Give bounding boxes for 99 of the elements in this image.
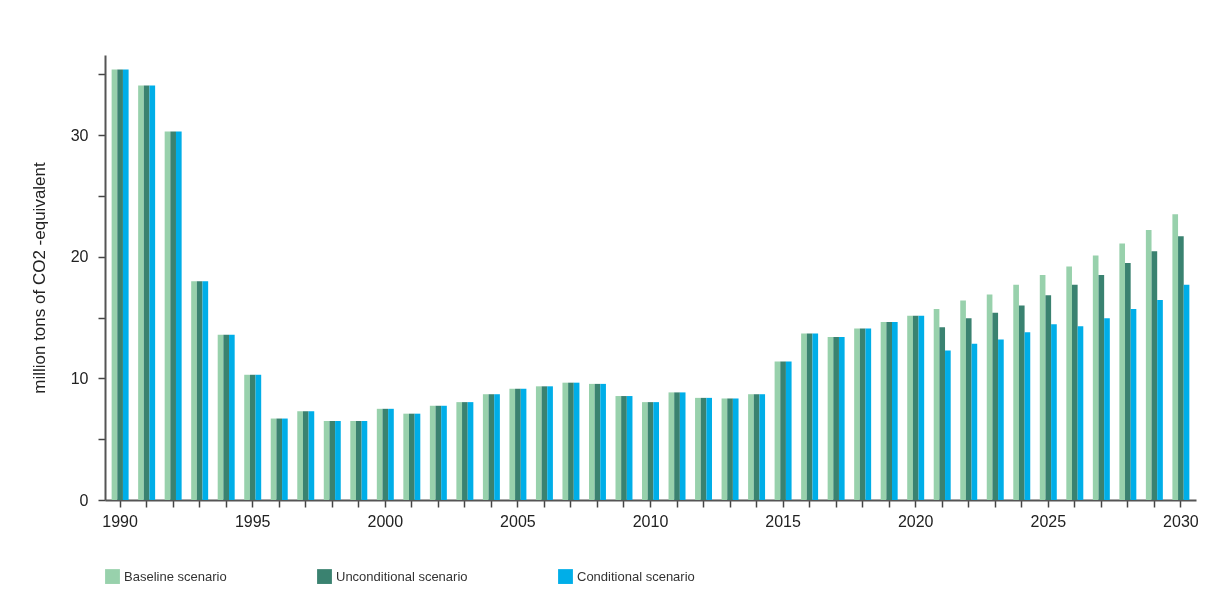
bar [117,69,123,500]
bar [695,397,701,500]
x-tick-label: 1990 [102,512,139,530]
bar [509,388,516,500]
bar [191,281,197,500]
bar [706,397,713,500]
y-tick-label: 30 [70,126,89,144]
x-tick-label: 2020 [897,512,934,530]
bar [1125,262,1131,500]
bar [674,392,680,500]
bar [992,312,999,500]
bar [403,413,409,500]
bar [865,328,872,500]
bar [833,337,839,500]
y-tick-label: 0 [79,491,89,509]
bar [568,382,574,500]
bar [276,418,283,500]
bar [1051,324,1057,500]
bar [600,383,606,500]
bar [223,334,230,500]
bar [482,394,489,500]
bar [441,405,447,500]
x-tick-label: 2005 [500,512,536,530]
bar [838,337,845,500]
bar [138,85,144,500]
bar [892,321,898,500]
legend-label: Baseline scenario [124,568,227,584]
x-tick-label: 2000 [367,512,404,530]
bar [642,402,648,500]
bar [382,408,389,500]
bar [912,315,919,500]
x-tick-label: 2015 [765,512,801,530]
bar [229,334,235,500]
bar [329,420,336,500]
y-tick-label: 10 [70,369,89,387]
bar [355,420,362,500]
bar [282,418,288,500]
bar [1098,275,1105,500]
bar [1066,266,1072,500]
bar [350,420,356,500]
bar [335,420,341,500]
bar [462,402,468,500]
bar [388,408,394,500]
bar [812,333,819,500]
x-tick-label: 2030 [1163,512,1199,530]
bar [149,85,156,500]
bar [562,382,569,500]
bar [1013,284,1019,500]
bar [196,281,203,500]
x-tick-label: 2010 [632,512,669,530]
bar [456,402,463,500]
bar [727,398,733,500]
legend-label: Conditional scenario [577,568,695,584]
bar [748,394,754,500]
bar [1172,214,1179,500]
x-tick-label: 2025 [1030,512,1067,530]
bar [945,350,951,500]
bar [801,333,807,500]
bar [547,386,553,500]
bar [1104,318,1110,500]
bar [886,321,892,500]
bar [409,413,415,500]
bar [907,315,913,500]
bar [494,394,500,500]
bar [732,398,739,500]
bar [854,328,860,500]
bar [1071,284,1078,500]
bar [1018,305,1025,500]
bar [588,383,595,500]
bar [1178,236,1184,500]
bar [1145,230,1152,500]
bar [122,69,129,500]
bar [615,396,622,500]
bar [244,374,250,500]
bar [302,411,309,500]
bar [515,388,521,500]
y-tick-label: 20 [70,248,89,266]
legend-label: Unconditional scenario [336,568,468,584]
x-tick-label: 1995 [234,512,271,530]
bar [965,318,972,500]
bar [170,131,176,500]
bar [939,327,946,500]
bar [535,386,542,500]
bar [297,411,303,500]
bar [621,396,627,500]
bar [679,392,686,500]
bar [1045,295,1052,500]
bar [249,374,256,500]
bar [998,339,1004,500]
bar [429,405,436,500]
bar [780,361,786,500]
bar [785,361,792,500]
bar [960,300,966,500]
y-axis-title: million tons of CO2 -equivalent [29,161,49,394]
bar [759,394,766,500]
bar [175,131,182,500]
bar [653,402,659,500]
bar [1119,243,1126,500]
bar [1157,299,1163,500]
